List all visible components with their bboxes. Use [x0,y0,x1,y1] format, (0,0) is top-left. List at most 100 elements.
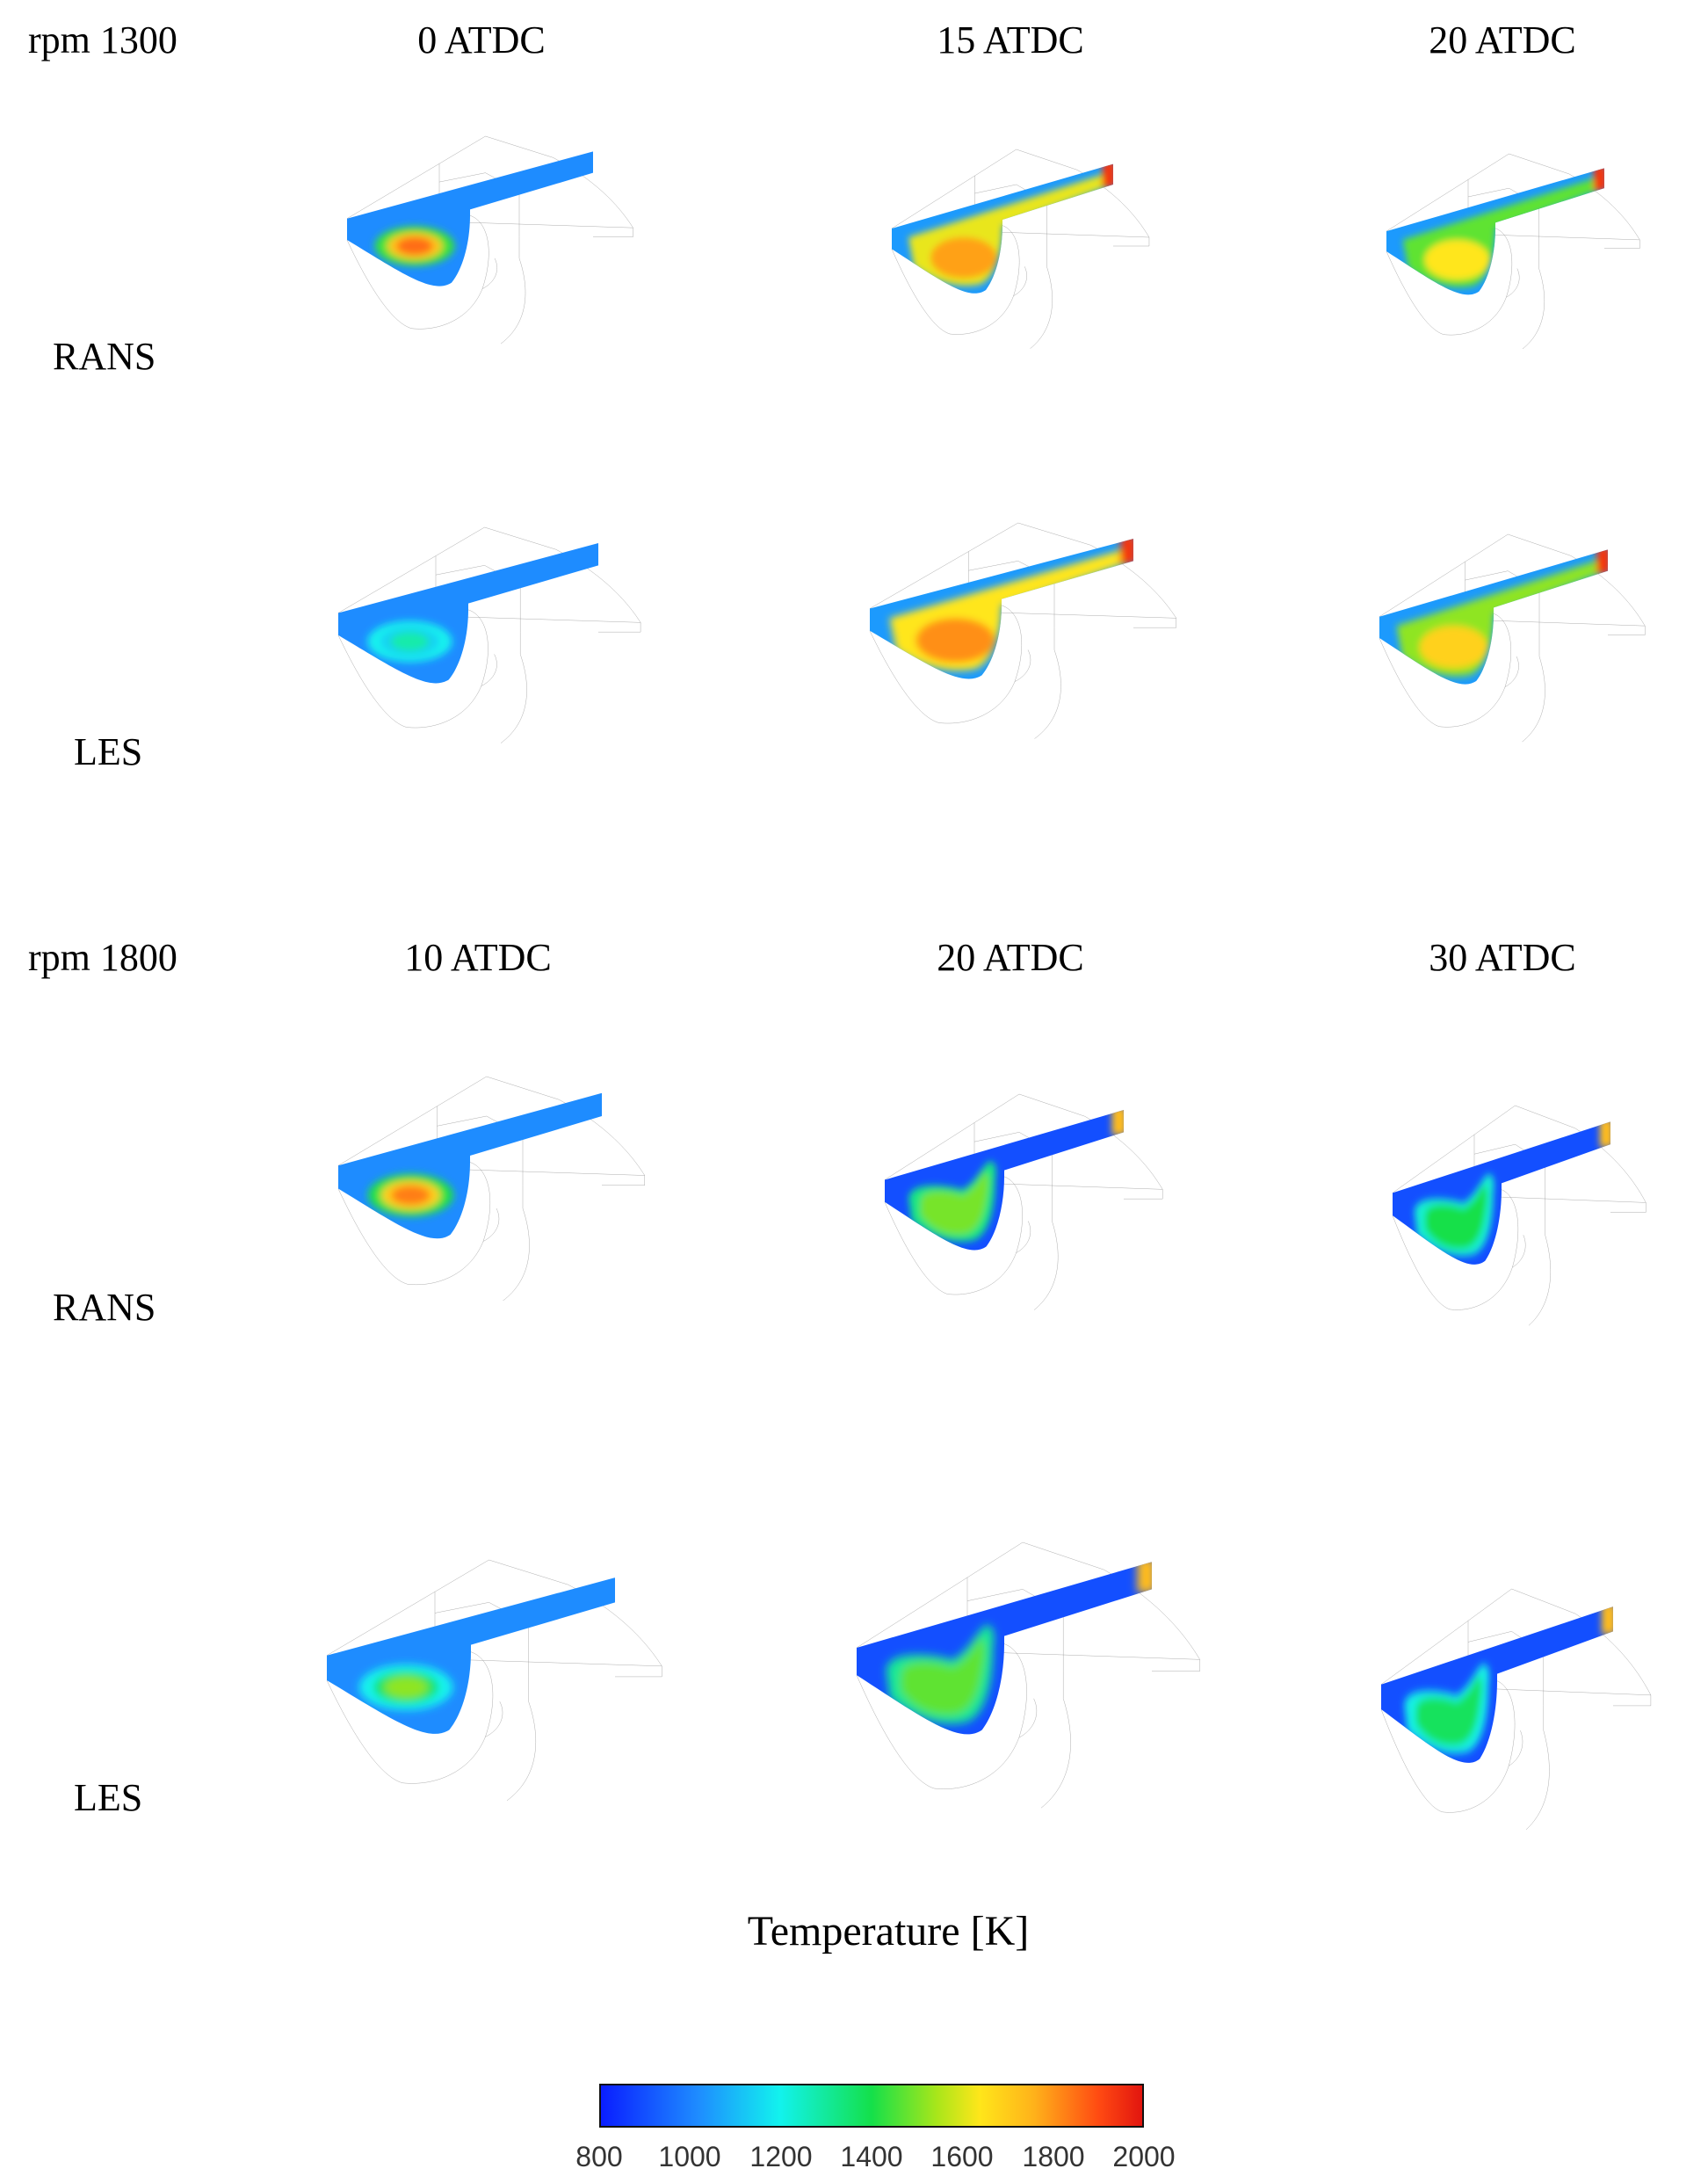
flame-region [367,1173,454,1217]
sector-contour-svg [892,149,1169,360]
wireframe-lower [483,1186,530,1301]
rpm-label-1800: rpm 1800 [28,936,177,979]
sector-contour-svg [327,1560,687,1815]
contour-panel-1300-les-20atdc [1379,534,1665,754]
colorbar-tick: 1800 [1022,2141,1085,2172]
sector-contour-svg [857,1542,1226,1824]
column-header-15-atdc: 15 ATDC [937,18,1084,62]
flame-region [374,226,455,266]
rpm-label-1300: rpm 1300 [28,18,177,62]
contour-panel-1800-rans-10atdc [338,1077,668,1314]
section-fill [870,539,1133,679]
column-header-30-atdc: 30 ATDC [1429,936,1576,979]
contour-panel-1300-rans-15atdc [892,149,1169,360]
wireframe-lower [1512,1212,1550,1325]
flame-core [384,1676,428,1699]
flame-core [1425,1186,1487,1249]
bowl-outline [347,215,489,329]
section-fill [892,163,1113,294]
bowl-outline [1386,228,1512,335]
section-fill [338,1092,602,1239]
rim-hot-edge [1601,1606,1613,1635]
flame-core [916,618,995,663]
contour-panel-1300-les-0atdc [338,527,663,756]
rim-hot-edge [1102,163,1113,188]
wireframe-lower [1506,249,1544,349]
rim-hot-edge [1120,539,1133,564]
flame-core [1415,1677,1482,1746]
rim-hot-edge [1593,168,1604,192]
column-header-0-atdc: 0 ATDC [417,18,546,62]
bowl-outline [885,1177,1023,1295]
sector-contour-svg [885,1094,1183,1323]
colorbar-tick: 2000 [1112,2141,1176,2172]
temperature-colorbar [599,2084,1144,2128]
section-fill [885,1110,1124,1251]
flame-region [358,1664,453,1711]
colorbar-tick: 1200 [749,2141,813,2172]
wireframe-lower [1509,1706,1549,1830]
wireframe-lower [485,1677,535,1801]
sector-contour-svg [1393,1106,1665,1338]
bowl-outline [1381,1681,1515,1813]
contour-panel-1300-rans-0atdc [347,136,655,356]
section-fill [327,1577,615,1734]
contour-panel-1300-les-15atdc [870,523,1199,751]
sector-contour-svg [870,523,1199,751]
sector-contour-svg [1381,1589,1671,1844]
section-fill [338,543,598,684]
wireframe-lower [1505,635,1545,743]
colorbar-tick: 1600 [930,2141,994,2172]
contour-panel-1800-rans-20atdc [885,1094,1183,1323]
wireframe-top [327,1560,662,1677]
row-label-rans-1300: RANS [53,335,156,378]
bowl-outline [857,1644,1027,1789]
contour-panel-1800-les-20atdc [857,1542,1226,1824]
rim-hot-edge [1111,1110,1124,1135]
wireframe-lower [482,237,525,344]
colorbar-tick: 1000 [658,2141,721,2172]
section-fill [1386,168,1604,295]
flame-region [1404,1606,1613,1754]
flame-region [886,1562,1152,1724]
contour-panel-1300-rans-20atdc [1386,154,1659,360]
section-fill [857,1562,1152,1735]
wireframe-lower [481,632,527,743]
colorbar-tick: 1400 [840,2141,903,2172]
contour-panel-1800-les-10atdc [327,1560,687,1815]
flame-region [908,1110,1124,1243]
flame-region [367,620,452,663]
rim-hot-edge [1599,1121,1610,1148]
sector-contour-svg [1379,534,1665,754]
row-label-les-1300: LES [74,730,143,773]
bowl-outline [327,1652,493,1784]
bowl-outline [338,610,488,728]
bowl-outline [892,226,1019,335]
column-header-20-atdc-1800: 20 ATDC [937,936,1084,979]
section-fill [347,151,593,286]
section-fill [1381,1606,1613,1763]
row-label-rans-1800: RANS [53,1286,156,1329]
flame-region [1414,1121,1610,1257]
bowl-outline [1379,613,1511,727]
flame-core [1424,239,1490,280]
flame-core [930,237,997,279]
bowl-outline [870,606,1022,723]
sector-contour-svg [338,527,663,756]
flame-core [390,632,430,651]
colorbar-title: Temperature [K] [747,1908,1030,1955]
flame-core [1419,626,1488,669]
wireframe-top [857,1542,1200,1672]
flame-core [396,236,433,256]
column-header-10-atdc: 10 ATDC [404,936,552,979]
flame-core [901,1639,985,1715]
contour-panel-1800-rans-30atdc [1393,1106,1665,1338]
wireframe-lower [1014,246,1053,349]
contour-panel-1800-les-30atdc [1381,1589,1671,1844]
rim-hot-edge [1137,1562,1152,1593]
flame-core [391,1185,431,1206]
section-fill [1379,549,1608,685]
wireframe-lower [1015,627,1061,738]
rim-hot-edge [1596,549,1608,575]
wireframe-lower [1017,1199,1059,1309]
